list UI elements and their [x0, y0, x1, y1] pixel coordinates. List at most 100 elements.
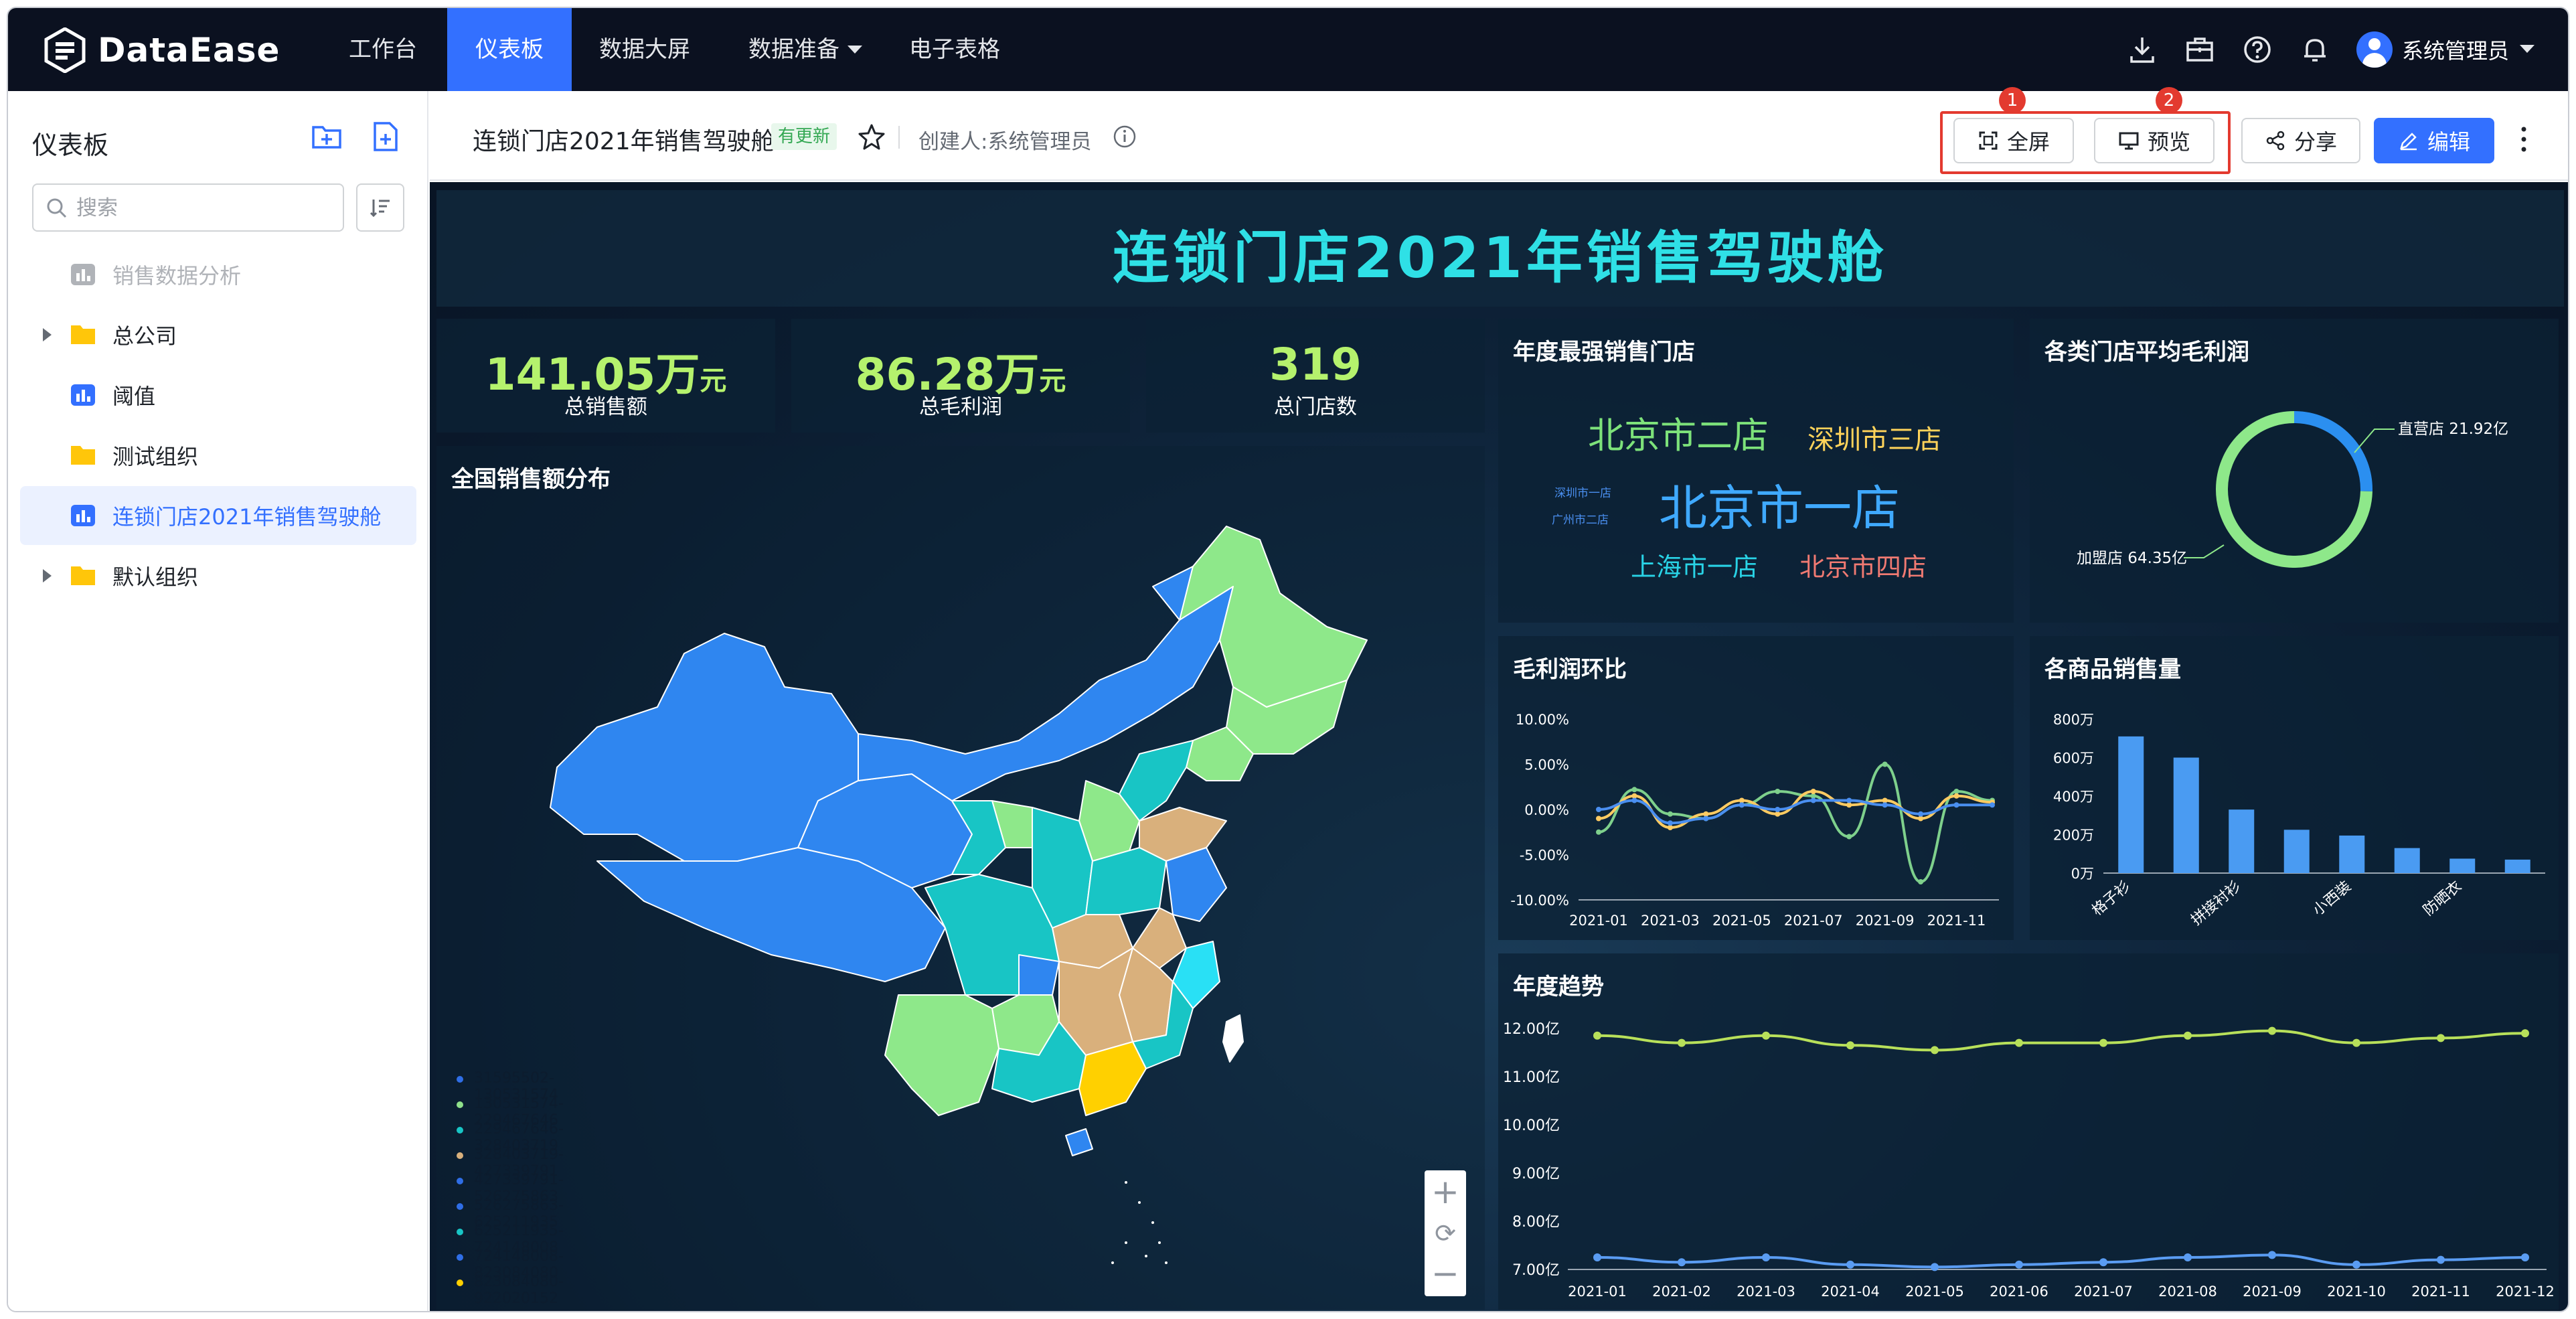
donut-panel[interactable]: 各类门店平均毛利润 直营店 21.92亿 加盟店 64.35亿 — [2030, 319, 2559, 623]
dataease-logo[interactable]: DataEase — [44, 27, 280, 74]
word-cloud-word[interactable]: 上海市一店 — [1631, 552, 1759, 582]
x-tick-label: 2021-11 — [2411, 1284, 2470, 1300]
data-point — [2521, 1253, 2529, 1261]
nav-data-screen[interactable]: 数据大屏 — [599, 36, 690, 63]
data-point — [1953, 789, 1959, 794]
data-point — [2352, 1260, 2360, 1269]
word-cloud-word[interactable]: 北京市二店 — [1588, 414, 1769, 457]
product-sales-panel[interactable]: 各商品销售量 800万 600万 400万 200万 0万 格子衫 拼接衬衫 小西装 防晒衣 — [2030, 636, 2559, 940]
word-cloud-panel[interactable]: 年度最强销售门店 北京市二店 深圳市三店 深圳市一店 广州市二店 北京市一店 上… — [1498, 319, 2014, 623]
annual-trend-panel[interactable]: 年度趋势 12.00亿 11.00亿 10.00亿 9.00亿 8.00亿 7.00亿 20… — [1498, 953, 2559, 1310]
user-menu[interactable]: 系统管理员 — [2356, 29, 2536, 70]
data-point — [1882, 761, 1888, 767]
nav-dashboard[interactable]: 仪表板 — [447, 8, 572, 91]
donut-label-line — [2354, 429, 2395, 453]
annual-trend-chart[interactable]: 12.00亿 11.00亿 10.00亿 9.00亿 8.00亿 7.00亿 2021-01… — [1498, 953, 2559, 1310]
sidebar-title: 仪表板 — [32, 131, 109, 160]
donut-chart[interactable]: 直营店 21.92亿 加盟店 64.35亿 — [2030, 319, 2559, 623]
y-tick-label: -10.00% — [1510, 893, 1569, 909]
nav-workbench[interactable]: 工作台 — [349, 36, 417, 63]
word-cloud-word[interactable]: 北京市一店 — [1659, 480, 1901, 536]
x-tick-label: 防晒衣 — [2420, 878, 2465, 919]
china-map[interactable] — [483, 486, 1421, 1290]
tree-item-head-office[interactable]: 总公司 — [20, 305, 416, 364]
download-icon[interactable] — [2127, 35, 2157, 64]
star-icon[interactable] — [858, 123, 885, 150]
tree-item-label: 默认组织 — [112, 564, 199, 590]
edit-button[interactable]: 编辑 — [2374, 118, 2494, 163]
share-button[interactable]: 分享 — [2241, 118, 2360, 163]
fullscreen-button[interactable]: 全屏 — [1953, 118, 2074, 163]
dashboard-header: 连锁门店2021年销售驾驶舱 有更新 创建人:系统管理员 1 2 全屏 预览 分… — [430, 87, 2568, 181]
tree-item-sales-analysis[interactable]: 销售数据分析 — [20, 245, 416, 304]
data-point — [1596, 829, 1601, 835]
fullscreen-icon — [1979, 131, 1998, 150]
zoom-out-button[interactable]: − — [1431, 1254, 1459, 1293]
profit-ratio-title: 毛利润环比 — [1513, 656, 1627, 683]
sort-button[interactable] — [356, 183, 404, 232]
expand-caret-icon[interactable] — [43, 569, 52, 583]
data-point — [1703, 811, 1709, 817]
x-tick-label: 2021-01 — [1568, 1284, 1627, 1300]
bar — [2118, 736, 2144, 873]
donut-slice — [2216, 411, 2372, 568]
creator-text: 创建人:系统管理员 — [918, 130, 1092, 154]
y-tick-label: 5.00% — [1524, 757, 1569, 773]
app-window: DataEase 工作台 仪表板 数据大屏 数据准备 电子表格 系统管理员 仪表… — [7, 7, 2569, 1312]
profit-ratio-chart[interactable]: 10.00% 5.00% 0.00% -5.00% -10.00%2021-01 2021… — [1498, 636, 2014, 940]
data-point — [1953, 802, 1959, 808]
tree-item-chain-store-cockpit[interactable]: 连锁门店2021年销售驾驶舱 — [20, 486, 416, 545]
word-cloud-word[interactable]: 深圳市三店 — [1807, 424, 1941, 455]
legend-label: 328403719-427339791 — [474, 1146, 564, 1180]
word-cloud-word[interactable]: 广州市二店 — [1552, 514, 1609, 527]
profit-ratio-panel[interactable]: 毛利润环比 10.00% 5.00% 0.00% -5.00% -10.00% 2021-… — [1498, 636, 2014, 940]
nav-spreadsheet[interactable]: 电子表格 — [909, 36, 1000, 63]
x-tick-label: 2021-06 — [1990, 1284, 2048, 1300]
data-point — [2268, 1251, 2276, 1259]
word-cloud-word[interactable]: 深圳市一店 — [1554, 487, 1611, 500]
data-point — [1631, 793, 1637, 799]
y-tick-label: 200万 — [2053, 828, 2094, 844]
bar — [2504, 859, 2530, 873]
expand-caret-icon[interactable] — [43, 328, 52, 341]
x-tick-label: 2021-09 — [2243, 1284, 2302, 1300]
kpi-card-total-profit[interactable]: 86.28万元 总毛利润 — [791, 319, 1130, 433]
data-point — [1990, 802, 1995, 808]
kpi-card-store-count[interactable]: 319 总门店数 — [1146, 319, 1485, 433]
data-point — [1631, 787, 1637, 793]
word-cloud-word[interactable]: 北京市四店 — [1799, 552, 1927, 582]
y-tick-label: 8.00亿 — [1512, 1214, 1560, 1231]
x-tick-label: 2021-08 — [2158, 1284, 2217, 1300]
data-point — [1846, 1041, 1854, 1050]
chevron-down-icon — [2520, 45, 2534, 53]
bell-icon[interactable] — [2300, 35, 2330, 64]
nav-data-prep-label: 数据准备 — [748, 36, 839, 63]
preview-button[interactable]: 预览 — [2094, 118, 2215, 163]
new-dashboard-icon[interactable] — [370, 121, 402, 153]
data-point — [1775, 807, 1781, 812]
page-title: 连锁门店2021年销售驾驶舱 — [473, 128, 775, 155]
kpi-card-total-sales[interactable]: 141.05万元 总销售额 — [436, 319, 775, 433]
toolbox-icon[interactable] — [2185, 35, 2215, 64]
tree-item-test-org[interactable]: 测试组织 — [20, 426, 416, 485]
new-folder-icon[interactable] — [311, 121, 343, 153]
nav-data-prep[interactable]: 数据准备 — [724, 8, 878, 91]
legend-label: 724148008-823084080 — [474, 1248, 564, 1282]
y-tick-label: 0.00% — [1524, 802, 1569, 818]
zoom-in-button[interactable]: + — [1431, 1172, 1459, 1211]
chevron-down-icon — [848, 46, 862, 54]
legend-label: 427339791-526275863 — [474, 1172, 564, 1205]
more-options-icon[interactable] — [2518, 125, 2529, 154]
search-input[interactable] — [76, 193, 331, 224]
info-icon[interactable] — [1113, 125, 1137, 149]
help-icon[interactable] — [2243, 35, 2272, 64]
tree-item-default-org[interactable]: 默认组织 — [20, 546, 416, 605]
reset-zoom-button[interactable]: ⟳ — [1435, 1219, 1456, 1248]
data-point — [1631, 797, 1637, 803]
bar — [2394, 848, 2420, 873]
data-point — [1667, 820, 1673, 826]
tree-item-threshold[interactable]: 阈值 — [20, 366, 416, 424]
data-point — [1918, 811, 1924, 817]
map-panel[interactable]: 全国销售额分布 — [436, 446, 1485, 1310]
